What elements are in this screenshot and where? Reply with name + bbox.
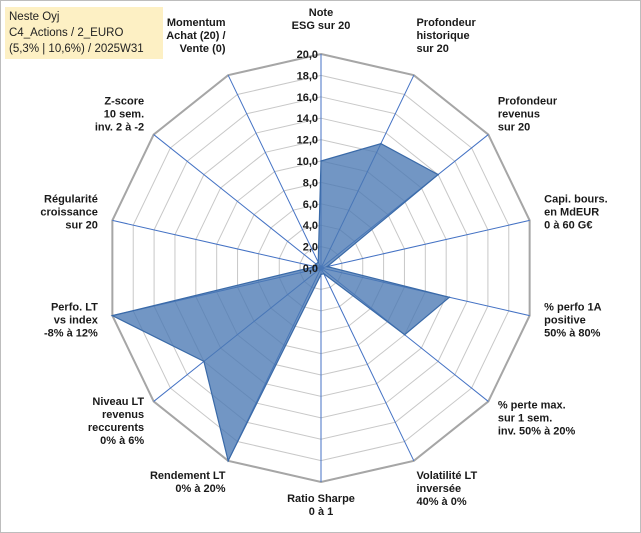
axis-label-line: ESG sur 20 <box>292 20 351 32</box>
axis-label-line: Profondeur <box>416 17 476 29</box>
axis-spoke <box>320 219 530 269</box>
axis-label-line: Capi. bours. <box>544 193 608 205</box>
axis-label: Note ESG sur 20 <box>292 7 351 32</box>
data-point <box>322 272 325 275</box>
axis-label-line: 10 sem. <box>104 109 144 121</box>
axis-label: Régularité croissance sur 20 <box>40 193 97 231</box>
axis-label-line: 0 à 1 <box>309 506 333 518</box>
data-point <box>315 263 317 265</box>
data-point <box>437 173 439 176</box>
company-name: Neste Oyj <box>9 11 60 23</box>
axis-label-line: 0 à 60 G€ <box>544 219 592 231</box>
tick-label: 18,0 <box>297 70 318 82</box>
axis-spoke <box>153 134 322 269</box>
axis-label: % perfo 1A positive 50% à 80% <box>544 302 602 340</box>
axis-label-line: inv. 50% à 20% <box>498 425 576 437</box>
axis-label-line: inversée <box>416 483 461 495</box>
axis-label: Capi. bours. en MdEUR 0 à 60 G€ <box>544 193 608 231</box>
axis-label-line: Vente (0) <box>180 43 226 55</box>
axis-label-line: croissance <box>40 206 97 218</box>
data-point <box>317 261 320 264</box>
tick-label: 20,0 <box>297 49 318 61</box>
axis-label-line: sur 20 <box>498 122 530 134</box>
data-point <box>403 333 406 336</box>
axis-label: Volatilité LT inversée 40% à 0% <box>416 470 477 508</box>
axis-label-line: sur 20 <box>65 219 97 231</box>
data-point <box>326 265 329 268</box>
axis-label-line: 0% à 6% <box>100 435 144 447</box>
axis-label-line: revenus <box>102 409 144 421</box>
axis-label: Rendement LT 0% à 20% <box>150 470 226 495</box>
axis-spoke <box>227 74 322 269</box>
axis-label-line: 0% à 20% <box>175 483 225 495</box>
axis-label-line: reccurents <box>88 422 144 434</box>
axis-label-line: Rendement LT <box>150 470 226 482</box>
tick-label: 6,0 <box>303 199 318 211</box>
tick-label: 14,0 <box>297 113 318 125</box>
axis-label-line: sur 20 <box>416 43 448 55</box>
tick-label: 2,0 <box>303 242 318 254</box>
axis-label-line: Profondeur <box>498 96 558 108</box>
axis-label-line: historique <box>416 30 469 42</box>
axis-spoke <box>320 267 415 462</box>
tick-label: 12,0 <box>297 135 318 147</box>
data-area <box>110 142 451 463</box>
tick-label: 4,0 <box>303 220 318 232</box>
tick-label: 16,0 <box>297 92 318 104</box>
axis-label-line: Niveau LT <box>92 396 144 408</box>
data-point <box>320 273 322 276</box>
axis-label: % perte max. sur 1 sem. inv. 50% à 20% <box>498 399 576 437</box>
axis-label: Profondeur historique sur 20 <box>416 17 476 55</box>
axis-label: Niveau LT revenus reccurents 0% à 6% <box>88 396 145 447</box>
data-point <box>320 160 322 162</box>
tick-label: 0,0 <box>303 263 318 275</box>
chart-title-box: Neste Oyj C4_Actions / 2_EURO (5,3% | 10… <box>5 7 163 59</box>
axis-label: Perfo. LT vs index -8% à 12% <box>44 302 99 340</box>
performance-period: (5,3% | 10,6%) / 2025W31 <box>9 43 144 55</box>
data-point <box>380 142 382 145</box>
data-point <box>313 265 316 268</box>
axis-label: Z-score 10 sem. inv. 2 à -2 <box>95 96 144 134</box>
axis-label-line: -8% à 12% <box>44 328 98 340</box>
axis-label-line: en MdEUR <box>544 206 599 218</box>
axis-label-line: Perfo. LT <box>51 302 98 314</box>
axis-label-line: inv. 2 à -2 <box>95 122 144 134</box>
axis-label-line: 50% à 80% <box>544 328 600 340</box>
axis-label-line: Volatilité LT <box>416 470 477 482</box>
axis-label-line: revenus <box>498 109 540 121</box>
axis-label-line: Z-score <box>104 96 144 108</box>
data-point <box>227 460 229 462</box>
axis-label-line: 40% à 0% <box>416 496 466 508</box>
axis-label-line: Momentum <box>167 17 226 29</box>
axis-label: Momentum Achat (20) / Vente (0) <box>166 17 226 55</box>
axis-label-line: vs index <box>54 315 99 327</box>
axis-label-line: % perfo 1A <box>544 302 602 314</box>
axis-label-line: Ratio Sharpe <box>287 493 355 505</box>
data-point <box>203 360 205 363</box>
axis-label-line: positive <box>544 315 586 327</box>
tick-label: 8,0 <box>303 177 318 189</box>
axis-label-line: Régularité <box>44 193 98 205</box>
data-point <box>448 296 451 299</box>
tick-label: 10,0 <box>297 156 318 168</box>
axis-spoke <box>112 219 322 269</box>
axis-label-line: Achat (20) / <box>166 30 225 42</box>
axis-label-line: % perte max. <box>498 399 566 411</box>
axis-label: Ratio Sharpe 0 à 1 <box>287 493 355 518</box>
axis-label: Profondeur revenus sur 20 <box>498 96 558 134</box>
portfolio-category: C4_Actions / 2_EURO <box>9 27 124 39</box>
axis-label-line: Note <box>309 7 333 19</box>
axis-label-line: sur 1 sem. <box>498 412 552 424</box>
data-point <box>111 314 114 317</box>
